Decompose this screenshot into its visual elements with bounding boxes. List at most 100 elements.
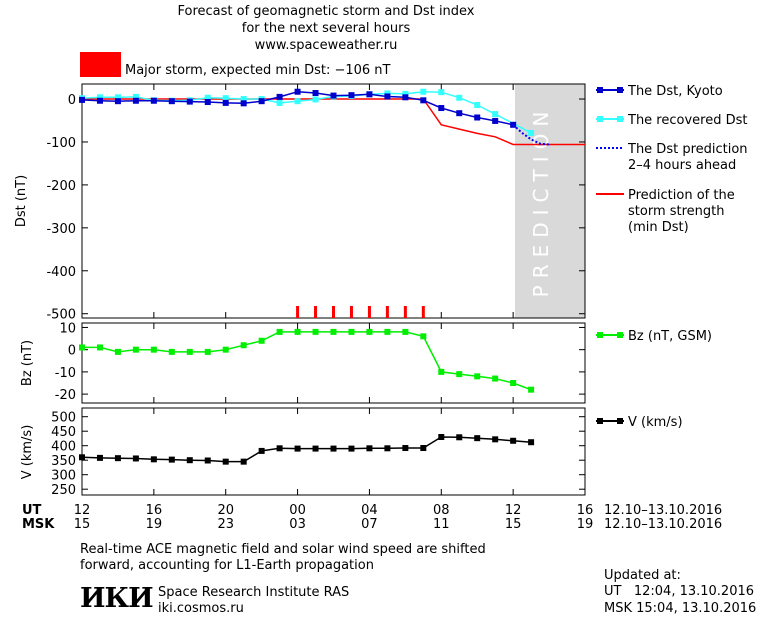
dst-ytick-label: -300 <box>46 222 76 237</box>
legend-prediction-label-2: 2–4 hours ahead <box>628 158 736 173</box>
series-layer <box>79 88 585 465</box>
legend-prediction: The Dst prediction 2–4 hours ahead <box>596 142 748 173</box>
msk-row-label: MSK <box>22 517 55 532</box>
institute-name: Space Research Institute RAS <box>158 585 350 600</box>
footer-note-line2: forward, accounting for L1-Earth propaga… <box>80 558 374 573</box>
storm-marker <box>385 306 389 318</box>
msk-tick-label: 07 <box>361 517 378 532</box>
institute-site[interactable]: iki.cosmos.ru <box>158 601 244 616</box>
legend-recovered: The recovered Dst <box>596 113 747 128</box>
bz-ytick-label: 10 <box>59 321 76 336</box>
bz-nt-gsm-point <box>79 344 85 351</box>
storm-marker <box>421 306 425 318</box>
dst-ytick-label: -400 <box>46 265 76 280</box>
storm-markers <box>296 306 425 318</box>
the-recovered-dst-point <box>528 129 535 136</box>
bz-ytick-label: -20 <box>55 388 76 403</box>
chart-title-line1: Forecast of geomagnetic storm and Dst in… <box>177 4 475 19</box>
bz-nt-gsm-point <box>150 346 157 353</box>
v-km-s-point <box>258 447 265 454</box>
updated-ut: UT 12:04, 13.10.2016 <box>604 584 755 599</box>
the-recovered-dst-point <box>222 95 229 102</box>
dst-ytick-label: -200 <box>46 179 76 194</box>
ut-tick-label: 00 <box>289 503 306 518</box>
the-dst-kyoto-point <box>240 100 247 107</box>
bz-nt-gsm-point <box>402 328 409 335</box>
the-recovered-dst-point <box>402 90 409 97</box>
bz-nt-gsm-point <box>330 328 337 335</box>
v-ytick-label: 350 <box>51 454 76 469</box>
bz-nt-gsm-line <box>82 331 532 391</box>
storm-level-swatch <box>80 52 121 77</box>
v-ytick-label: 400 <box>51 440 76 455</box>
bz-nt-gsm-point <box>384 328 391 335</box>
v-ytick-label: 450 <box>51 425 76 440</box>
ut-tick-label: 16 <box>146 503 163 518</box>
the-dst-kyoto-point <box>204 99 211 106</box>
the-dst-kyoto-point <box>276 93 283 100</box>
site-url[interactable]: www.spaceweather.ru <box>254 38 398 53</box>
the-dst-kyoto-point <box>132 97 139 104</box>
v-km-s-point <box>204 457 211 464</box>
bz-nt-gsm-point <box>96 344 103 351</box>
footer-note-line1: Real-time ACE magnetic field and solar w… <box>80 542 486 557</box>
v-km-s-point <box>186 457 193 464</box>
msk-tick-label: 15 <box>74 517 91 532</box>
dst-ytick-label: -100 <box>46 136 76 151</box>
bz-ytick-label: 0 <box>68 344 76 359</box>
storm-marker <box>403 306 407 318</box>
ut-tick-label: 12 <box>74 503 91 518</box>
the-recovered-dst-point <box>240 96 247 103</box>
bz-nt-gsm-point <box>294 328 301 335</box>
v-km-s-point <box>366 445 373 452</box>
v-km-s-point <box>168 456 175 463</box>
v-km-s-line <box>81 436 532 463</box>
the-recovered-dst-point <box>96 94 103 101</box>
bz-nt-gsm-point <box>492 375 499 382</box>
bz-nt-gsm-point <box>348 328 355 335</box>
the-dst-kyoto-point <box>348 92 355 99</box>
the-recovered-dst-point <box>294 98 301 105</box>
v-ytick-label: 300 <box>51 469 76 484</box>
chart-title-line2: for the next several hours <box>241 21 411 36</box>
bz-nt-gsm-point <box>420 333 427 340</box>
v-km-s-point <box>420 445 427 452</box>
legend-dst-kyoto: The Dst, Kyoto <box>596 84 723 99</box>
bz-nt-gsm-point <box>258 337 265 344</box>
the-recovered-dst-point <box>474 102 481 109</box>
the-dst-kyoto-line <box>81 90 514 126</box>
v-km-s-point <box>132 455 139 462</box>
ut-tick-label: 20 <box>217 503 234 518</box>
bz-nt-gsm-point <box>510 380 517 386</box>
storm-marker <box>314 306 318 318</box>
bz-nt-gsm-point <box>312 328 319 335</box>
bz-axis-label: Bz (nT) <box>20 340 35 386</box>
storm-marker <box>349 306 353 318</box>
v-km-s-point <box>510 437 517 444</box>
v-km-s-point <box>402 445 409 452</box>
legend-v: V (km/s) <box>596 415 683 430</box>
v-km-s-point <box>222 458 229 465</box>
v-km-s-point <box>240 458 247 465</box>
ut-row-label: UT <box>22 503 42 518</box>
storm-marker <box>367 306 371 318</box>
bz-nt-gsm-point <box>114 348 121 355</box>
legend-dst-kyoto-label: The Dst, Kyoto <box>627 84 723 99</box>
bz-nt-gsm-point <box>438 368 445 375</box>
the-dst-kyoto-point <box>492 117 499 124</box>
legend-recovered-label: The recovered Dst <box>627 113 747 128</box>
the-recovered-dst-point <box>132 93 139 100</box>
the-dst-kyoto-point <box>312 90 319 97</box>
storm-marker <box>296 306 300 318</box>
v-km-s-point <box>79 454 85 461</box>
the-dst-kyoto-point <box>186 98 193 105</box>
v-km-s-point <box>330 445 337 452</box>
ut-tick-label: 16 <box>577 503 594 518</box>
legend-prediction-label-1: The Dst prediction <box>627 142 748 157</box>
the-dst-kyoto-point <box>330 92 337 99</box>
the-recovered-dst-point <box>438 89 445 96</box>
bz-nt-gsm-point <box>456 371 463 378</box>
the-dst-kyoto-point <box>294 88 301 95</box>
v-km-s-point <box>456 434 463 441</box>
